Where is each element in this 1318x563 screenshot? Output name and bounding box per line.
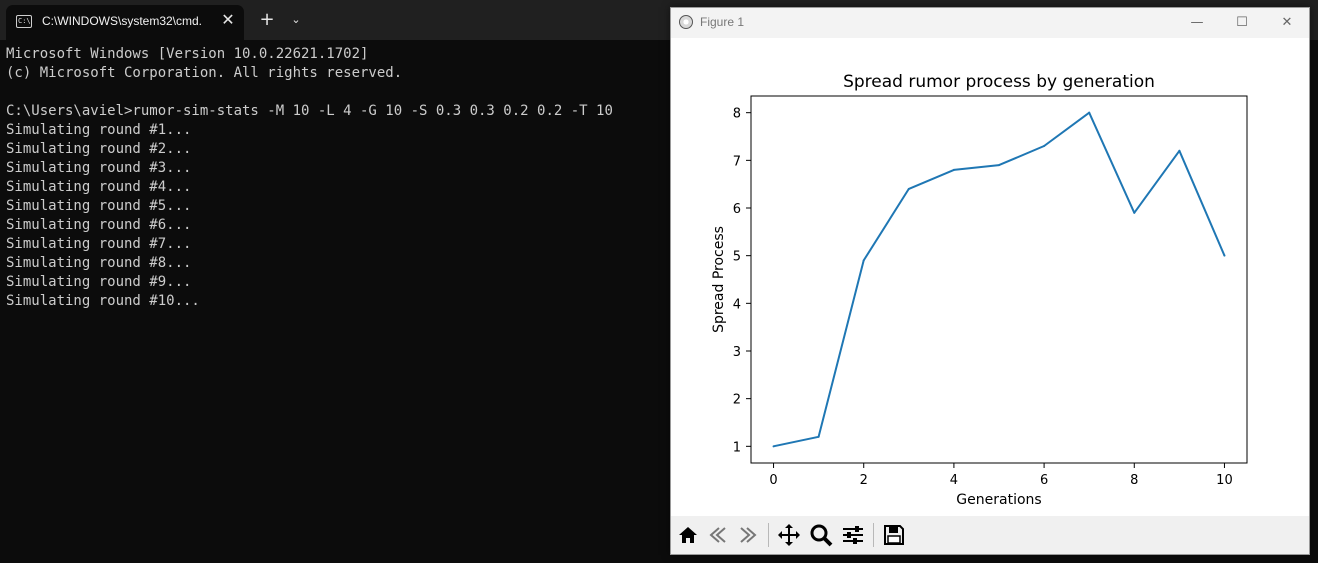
x-tick-label: 2 bbox=[860, 473, 868, 488]
x-tick-label: 8 bbox=[1130, 473, 1138, 488]
figure-title: Figure 1 bbox=[700, 15, 745, 29]
figure-toolbar bbox=[671, 516, 1309, 554]
data-point bbox=[1043, 145, 1046, 148]
save-icon[interactable] bbox=[879, 520, 909, 550]
terminal-line: Simulating round #2... bbox=[6, 141, 192, 157]
configure-icon[interactable] bbox=[838, 520, 868, 550]
terminal-line: Simulating round #9... bbox=[6, 274, 192, 290]
tab-title: C:\WINDOWS\system32\cmd. bbox=[42, 14, 203, 28]
back-icon[interactable] bbox=[703, 520, 733, 550]
y-tick-label: 3 bbox=[733, 345, 741, 360]
data-point bbox=[907, 187, 910, 190]
data-point bbox=[998, 164, 1000, 167]
data-point bbox=[1178, 149, 1181, 152]
forward-icon[interactable] bbox=[733, 520, 763, 550]
pan-icon[interactable] bbox=[774, 520, 804, 550]
terminal-line: Microsoft Windows [Version 10.0.22621.17… bbox=[6, 46, 369, 62]
toolbar-separator bbox=[873, 523, 874, 547]
new-tab-button[interactable]: + bbox=[259, 9, 275, 30]
terminal-line: Simulating round #6... bbox=[6, 217, 192, 233]
terminal-line: Simulating round #4... bbox=[6, 179, 192, 195]
line-chart: Spread rumor process by generation 0 2 4 6 8 1… bbox=[711, 72, 1248, 508]
x-tick-label: 4 bbox=[950, 473, 958, 488]
toolbar-separator bbox=[768, 523, 769, 547]
y-tick-label: 6 bbox=[733, 202, 741, 217]
minimize-button[interactable]: — bbox=[1190, 15, 1204, 30]
terminal-line: Simulating round #3... bbox=[6, 160, 192, 176]
data-point bbox=[1223, 254, 1226, 257]
y-tick-label: 1 bbox=[733, 440, 741, 455]
data-point bbox=[817, 435, 820, 438]
plot-area: Spread rumor process by generation 0 2 4 6 8 1… bbox=[671, 38, 1309, 516]
terminal-line: Simulating round #5... bbox=[6, 198, 192, 214]
y-tick-label: 2 bbox=[733, 393, 741, 408]
y-tick-label: 8 bbox=[733, 107, 741, 122]
y-tick-label: 7 bbox=[733, 154, 741, 169]
chevron-down-icon[interactable]: ⌄ bbox=[291, 13, 301, 26]
terminal-output[interactable]: Microsoft Windows [Version 10.0.22621.17… bbox=[6, 45, 666, 311]
close-tab-icon[interactable]: ✕ bbox=[221, 10, 235, 29]
figure-window: Figure 1 — ☐ ✕ Spread rumor process by g… bbox=[670, 7, 1310, 555]
matplotlib-icon bbox=[679, 15, 693, 29]
terminal-line: Simulating round #8... bbox=[6, 255, 192, 271]
data-point bbox=[772, 445, 775, 448]
home-icon[interactable] bbox=[673, 520, 703, 550]
y-tick-label: 4 bbox=[733, 297, 741, 312]
data-point bbox=[1133, 211, 1136, 214]
data-point bbox=[952, 168, 955, 171]
terminal-line: C:\Users\aviel>rumor-sim-stats -M 10 -L … bbox=[6, 103, 613, 119]
x-tick-label: 10 bbox=[1216, 473, 1233, 488]
x-tick-label: 6 bbox=[1040, 473, 1048, 488]
chart-title: Spread rumor process by generation bbox=[843, 72, 1155, 92]
x-tick-label: 0 bbox=[769, 473, 777, 488]
zoom-icon[interactable] bbox=[806, 520, 836, 550]
data-point bbox=[1088, 111, 1091, 114]
series-line bbox=[773, 111, 1226, 448]
data-point bbox=[862, 259, 865, 262]
y-axis-label: Spread Process bbox=[711, 226, 727, 333]
x-axis-label: Generations bbox=[956, 492, 1041, 508]
maximize-button[interactable]: ☐ bbox=[1236, 15, 1248, 30]
terminal-line: (c) Microsoft Corporation. All rights re… bbox=[6, 65, 403, 81]
cmd-icon: C:\ bbox=[16, 15, 32, 28]
terminal-line: Simulating round #1... bbox=[6, 122, 192, 138]
terminal-line: Simulating round #7... bbox=[6, 236, 192, 252]
figure-titlebar: Figure 1 — ☐ ✕ bbox=[671, 8, 1309, 38]
close-button[interactable]: ✕ bbox=[1281, 15, 1293, 30]
terminal-tab[interactable]: C:\ C:\WINDOWS\system32\cmd. ✕ bbox=[6, 5, 244, 40]
terminal-line: Simulating round #10... bbox=[6, 293, 200, 309]
y-tick-label: 5 bbox=[733, 250, 741, 265]
axes-frame bbox=[750, 95, 1248, 464]
terminal-line bbox=[6, 83, 666, 102]
